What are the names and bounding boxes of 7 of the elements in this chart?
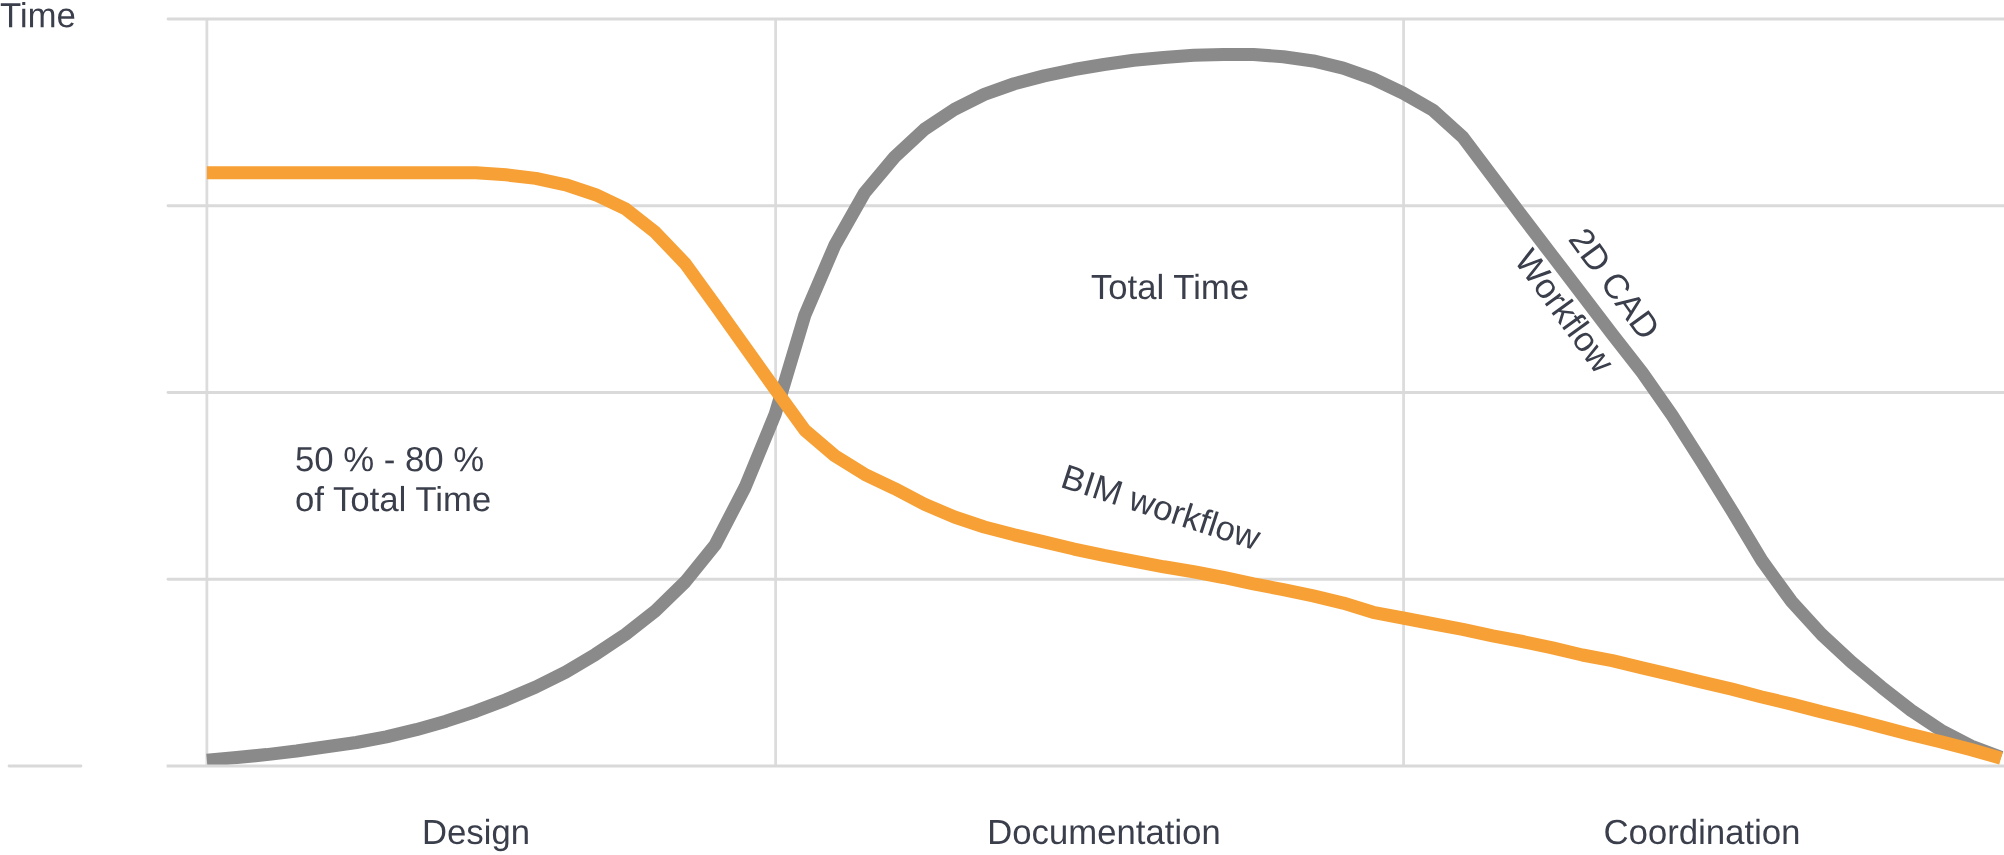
x-tick-label: Documentation	[990, 818, 1219, 845]
x-tick-label: Coordination	[1605, 818, 1799, 845]
text: BIM workflow	[1061, 463, 1264, 551]
annotation: 50 % - 80 % of Total Time	[296, 446, 490, 512]
annotation: Total Time	[1091, 273, 1248, 300]
y-axis-title: Time	[0, 2, 75, 28]
x-tick-label: Design	[424, 818, 528, 852]
